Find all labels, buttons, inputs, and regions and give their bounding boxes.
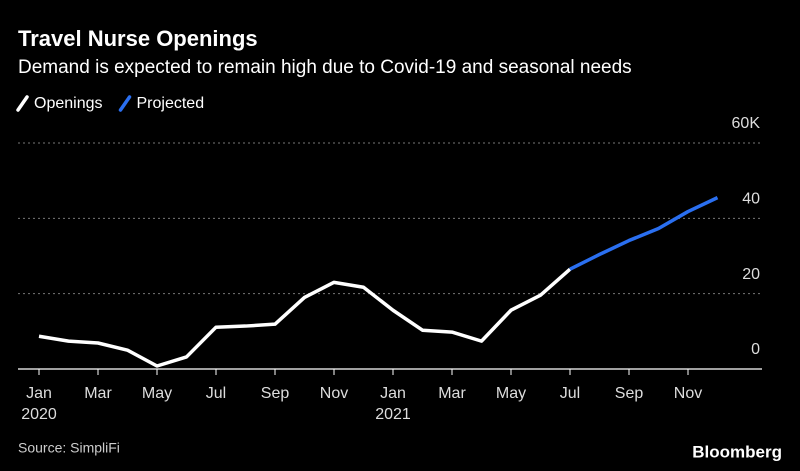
brand: Bloomberg	[692, 442, 782, 461]
x-tick-label: Nov	[320, 385, 348, 402]
x-tick-label: May	[496, 385, 526, 402]
y-tick-label: 60K	[732, 115, 761, 132]
x-tick-label: Jul	[206, 385, 226, 402]
x-tick-label: Nov	[674, 385, 702, 402]
legend-swatch	[118, 95, 132, 112]
source: Source: SimpliFi	[18, 440, 120, 456]
y-tick-label: 0	[751, 341, 760, 358]
x-tick-label: Jan	[380, 385, 406, 402]
y-tick-label: 20	[742, 266, 760, 283]
x-tick-label: Sep	[615, 385, 644, 402]
chart-subtitle: Demand is expected to remain high due to…	[18, 57, 632, 78]
x-tick-label: Mar	[438, 385, 466, 402]
y-tick-label: 40	[742, 191, 760, 208]
legend-label: Openings	[34, 95, 103, 112]
x-year-label: 2020	[21, 406, 57, 423]
data-line	[38, 267, 572, 368]
x-tick-label: May	[142, 385, 172, 402]
x-tick-label: Sep	[261, 385, 290, 402]
x-tick-label: Mar	[84, 385, 112, 402]
chart-title: Travel Nurse Openings	[18, 26, 258, 51]
legend-label: Projected	[137, 95, 205, 112]
legend-swatch	[16, 95, 29, 112]
x-tick-label: Jan	[26, 385, 52, 402]
x-year-label: 2021	[375, 406, 411, 423]
data-line	[569, 196, 719, 271]
x-tick-label: Jul	[560, 385, 580, 402]
